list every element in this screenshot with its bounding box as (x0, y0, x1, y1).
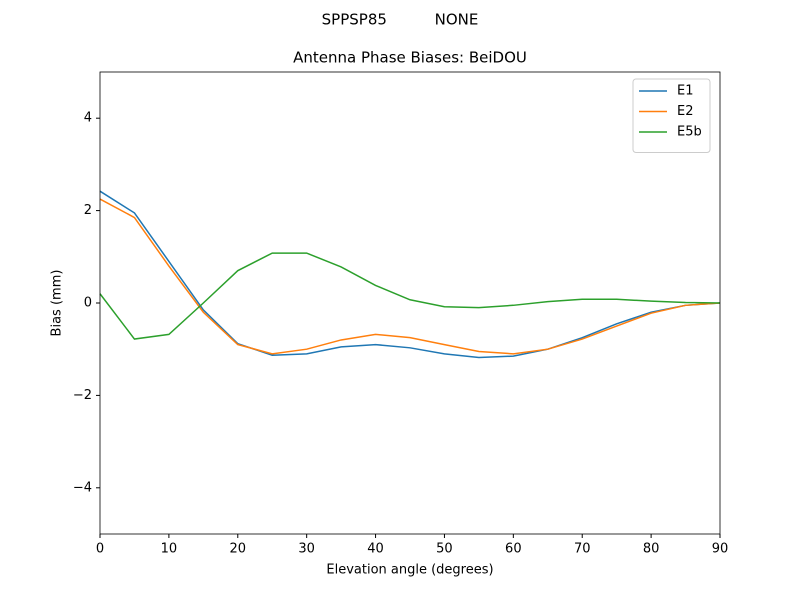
x-tick-label: 0 (96, 542, 104, 557)
suptitle: SPPSP85 NONE (322, 11, 479, 29)
x-tick-label: 40 (367, 542, 384, 557)
x-tick-label: 50 (436, 542, 453, 557)
chart-title: Antenna Phase Biases: BeiDOU (293, 49, 527, 67)
x-tick-label: 80 (643, 542, 660, 557)
legend-box (632, 78, 711, 153)
y-tick-label: 0 (84, 296, 92, 311)
data-line (99, 252, 721, 340)
plot-frame (99, 71, 721, 535)
legend-label: E5b (677, 125, 702, 140)
y-axis-label: Bias (mm) (50, 270, 65, 337)
x-axis-label: Elevation angle (degrees) (326, 563, 493, 578)
x-tick-label: 20 (230, 542, 247, 557)
y-tick-label: 2 (84, 203, 92, 218)
data-line (99, 190, 721, 359)
x-tick-label: 60 (505, 542, 522, 557)
x-tick-label: 10 (161, 542, 178, 557)
y-tick-label: 4 (84, 111, 92, 126)
y-tick-label: −2 (73, 388, 92, 403)
legend-label: E2 (677, 104, 694, 119)
x-tick-label: 90 (712, 542, 729, 557)
y-tick-label: −4 (73, 480, 92, 495)
data-line (99, 198, 721, 355)
x-tick-label: 70 (574, 542, 591, 557)
x-tick-label: 30 (298, 542, 315, 557)
legend-label: E1 (677, 84, 694, 99)
